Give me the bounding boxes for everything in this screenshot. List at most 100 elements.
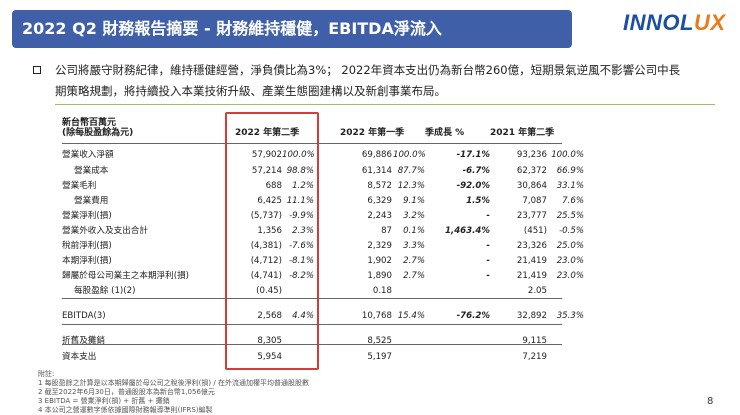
cell-vq1: 8,525: [367, 336, 392, 346]
cell-p22: -8.2%: [289, 271, 314, 281]
unit-label-eps: (除每股盈餘為元): [62, 128, 134, 138]
cell-gr: -: [486, 256, 490, 266]
table-row: 折舊及攤銷 8,305 8,525 9,115: [52, 334, 572, 349]
cell-gr: -92.0%: [456, 181, 490, 191]
cell-vq1: 87: [381, 226, 392, 236]
row-divider: [62, 344, 562, 345]
row-label: 營業成本: [74, 166, 109, 176]
row-label: EBITDA(3): [62, 311, 106, 321]
cell-p21: 25.5%: [556, 211, 584, 221]
q2-2022-highlight-box: [225, 112, 319, 370]
cell-v22: 5,954: [257, 352, 282, 362]
cell-gr: 1.5%: [466, 196, 490, 206]
row-label: 每股盈餘 (1)(2): [74, 286, 136, 296]
cell-p22: 1.2%: [292, 181, 314, 191]
summary-line: 公司將嚴守財務紀律，維持穩健經營，淨負債比為3%； 2022年資本支出仍為新台幣…: [55, 63, 681, 77]
row-label: 折舊及攤銷: [62, 336, 105, 346]
cell-p21: 66.9%: [556, 166, 584, 176]
cell-gr: -17.1%: [456, 150, 490, 160]
table-row: 營業淨利(損) (5,737) -9.9% 2,243 3.2% - 23,777 25.5%: [52, 209, 584, 224]
row-label: 營業收入淨額: [62, 150, 114, 160]
cell-p22: -9.9%: [289, 211, 314, 221]
cell-p21: 35.3%: [556, 311, 584, 321]
cell-p22: 100.0%: [282, 150, 315, 160]
cell-v22: 6,425: [257, 196, 282, 206]
cell-gr: -76.2%: [456, 311, 490, 321]
table-row: 營業收入淨額 57,902 100.0% 69,886 100.0% -17.1% 93,2…: [52, 148, 584, 163]
cell-v22: 2,568: [257, 311, 282, 321]
innolux-logo: INNOLUX: [623, 10, 729, 40]
row-label: 營業費用: [74, 196, 109, 206]
cell-pq1: 100.0%: [393, 150, 426, 160]
cell-v22: 8,305: [257, 336, 282, 346]
row-label: 資本支出: [62, 352, 97, 362]
cell-p22: 98.8%: [286, 166, 314, 176]
cell-v21: 23,326: [516, 241, 547, 251]
cell-v22: (4,741): [250, 271, 282, 281]
cell-v21: 30,864: [516, 181, 547, 191]
cell-v22: 688: [265, 181, 282, 191]
cell-v22: (4,381): [250, 241, 282, 251]
cell-vq1: 8,572: [367, 181, 392, 191]
cell-pq1: 2.7%: [403, 256, 425, 266]
cell-gr: 1,463.4%: [444, 226, 490, 236]
summary-line: 期策略規劃，將持續投入本業技術升級、產業生態圈建構以及新創事業布局。: [55, 84, 446, 98]
slide-title: 2022 Q2 財務報告摘要 - 財務維持穩健，EBITDA淨流入: [12, 10, 572, 48]
table-row: 營業毛利 688 1.2% 8,572 12.3% -92.0% 30,864 33.1%: [52, 179, 584, 194]
row-divider: [62, 298, 562, 299]
cell-p21: 7.6%: [562, 196, 584, 206]
cell-vq1: 10,768: [361, 311, 392, 321]
footnote-item: 2 截至2022年6月30日，普通股股本為新台幣1,056億元: [38, 388, 215, 396]
cell-v22: 1,356: [257, 226, 282, 236]
row-label: 營業外收入及支出合計: [62, 226, 148, 236]
cell-gr: -: [486, 211, 490, 221]
cell-pq1: 3.3%: [403, 241, 425, 251]
cell-v21: 2.05: [527, 286, 547, 296]
cell-vq1: 2,243: [367, 211, 392, 221]
cell-v21: 23,777: [516, 211, 547, 221]
cell-v21: 7,087: [522, 196, 547, 206]
table-header-row: (除每股盈餘為元) 2022 年第二季 2022 年第一季 季成長 % 2021…: [52, 126, 572, 141]
cell-v21: 21,419: [516, 271, 547, 281]
table-row: 資本支出 5,954 5,197 7,219: [52, 350, 572, 365]
summary-text: 公司將嚴守財務紀律，維持穩健經營，淨負債比為3%； 2022年資本支出仍為新台幣…: [55, 60, 715, 102]
row-divider: [62, 324, 562, 325]
cell-vq1: 1,902: [367, 256, 392, 266]
cell-v21: 62,372: [516, 166, 547, 176]
header-q2-2021: 2021 年第二季: [490, 128, 555, 138]
cell-v21: 7,219: [522, 352, 547, 362]
row-label: 營業淨利(損): [62, 211, 112, 221]
cell-p21: 23.0%: [556, 256, 584, 266]
table-row: 營業成本 57,214 98.8% 61,314 87.7% -6.7% 62,372 66.…: [52, 164, 584, 179]
cell-p21: 23.0%: [556, 271, 584, 281]
cell-gr: -: [486, 241, 490, 251]
bullet-square-icon: [33, 66, 41, 74]
cell-vq1: 6,329: [367, 196, 392, 206]
cell-v22: (5,737): [250, 211, 282, 221]
cell-p21: 25.0%: [556, 241, 584, 251]
cell-pq1: 2.7%: [403, 271, 425, 281]
header-q2-2022: 2022 年第二季: [235, 128, 300, 138]
cell-vq1: 69,886: [361, 150, 392, 160]
row-label: 營業毛利: [62, 181, 97, 191]
row-label: 歸屬於母公司業主之本期淨利(損): [62, 271, 190, 281]
footnotes: 附註: 1 每股盈餘之計算是以本期歸屬於母公司之稅後淨利(損) / 在外流通加權…: [38, 370, 309, 415]
row-label: 本期淨利(損): [62, 256, 112, 266]
table-row: 本期淨利(損) (4,712) -8.1% 1,902 2.7% - 21,419 23.0%: [52, 254, 584, 269]
cell-vq1: 1,890: [367, 271, 392, 281]
cell-v21: (451): [523, 226, 547, 236]
header-q1-2022: 2022 年第一季: [340, 128, 405, 138]
cell-v22: 57,214: [251, 166, 282, 176]
table-header-row: 新台幣百萬元: [52, 116, 572, 131]
cell-p21: 100.0%: [551, 150, 584, 160]
cell-p22: 11.1%: [286, 196, 314, 206]
cell-pq1: 3.2%: [403, 211, 425, 221]
table-row: 營業費用 6,425 11.1% 6,329 9.1% 1.5% 7,087 7.6%: [52, 194, 584, 209]
cell-v21: 9,115: [522, 336, 547, 346]
cell-p21: 33.1%: [556, 181, 584, 191]
table-row: 營業外收入及支出合計 1,356 2.3% 87 0.1% 1,463.4% (451) -0…: [52, 224, 584, 239]
cell-p22: 2.3%: [292, 226, 314, 236]
cell-v22: (0.45): [256, 286, 282, 296]
cell-v22: (4,712): [250, 256, 282, 266]
cell-p22: -8.1%: [289, 256, 314, 266]
